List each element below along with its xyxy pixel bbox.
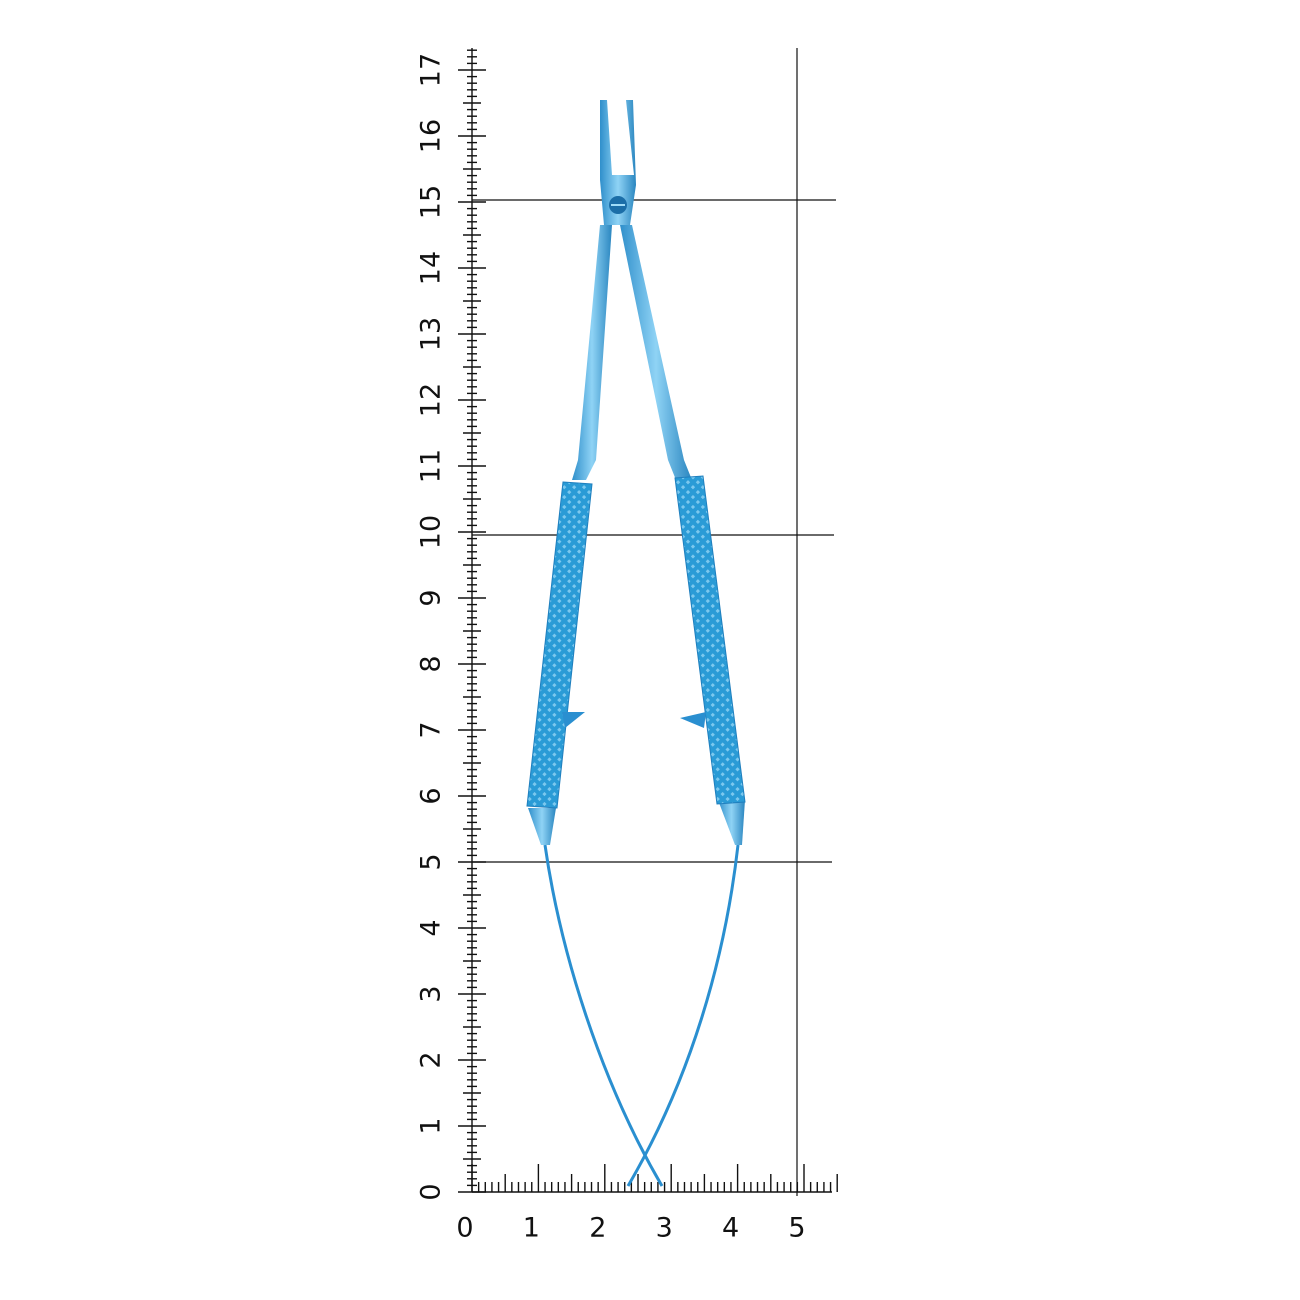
vertical-scale-label: 10 [416, 515, 447, 549]
jaws [600, 100, 636, 225]
vertical-scale-label: 3 [416, 985, 447, 1002]
vertical-scale-label: 15 [416, 185, 447, 219]
horizontal-scale-label: 2 [589, 1213, 606, 1244]
vertical-scale-label: 13 [416, 317, 447, 351]
micro-scissors [526, 100, 746, 1187]
vertical-scale-label: 9 [416, 589, 447, 606]
vertical-scale-label: 4 [416, 919, 447, 936]
horizontal-scale-label: 1 [523, 1213, 540, 1244]
vertical-scale-label: 0 [416, 1183, 447, 1200]
vertical-scale-label: 5 [416, 853, 447, 870]
tip-left [528, 808, 556, 845]
vertical-scale-label: 17 [416, 53, 447, 87]
vertical-scale-label: 2 [416, 1051, 447, 1068]
ratchet-left [562, 712, 585, 728]
vertical-scale-label: 1 [416, 1117, 447, 1134]
shaft-left [572, 225, 612, 480]
horizontal-scale-label: 3 [656, 1213, 673, 1244]
spring-left [543, 844, 664, 1187]
horizontal-scale-label: 0 [456, 1213, 473, 1244]
vertical-scale-label: 16 [416, 119, 447, 153]
vertical-scale-label: 11 [416, 449, 447, 483]
tip-right [718, 800, 745, 845]
vertical-scale-label: 6 [416, 787, 447, 804]
spring-right [626, 844, 740, 1187]
handle-left [526, 481, 593, 809]
vertical-scale-label: 14 [416, 251, 447, 285]
ratchet-right [680, 712, 706, 728]
shaft-right [620, 225, 692, 480]
vertical-scale-label: 7 [416, 721, 447, 738]
vertical-scale-label: 8 [416, 655, 447, 672]
horizontal-scale-label: 5 [788, 1213, 805, 1244]
vertical-scale-label: 12 [416, 383, 447, 417]
handle-right [674, 475, 746, 805]
horizontal-scale-label: 4 [722, 1213, 739, 1244]
grid [472, 48, 836, 1196]
